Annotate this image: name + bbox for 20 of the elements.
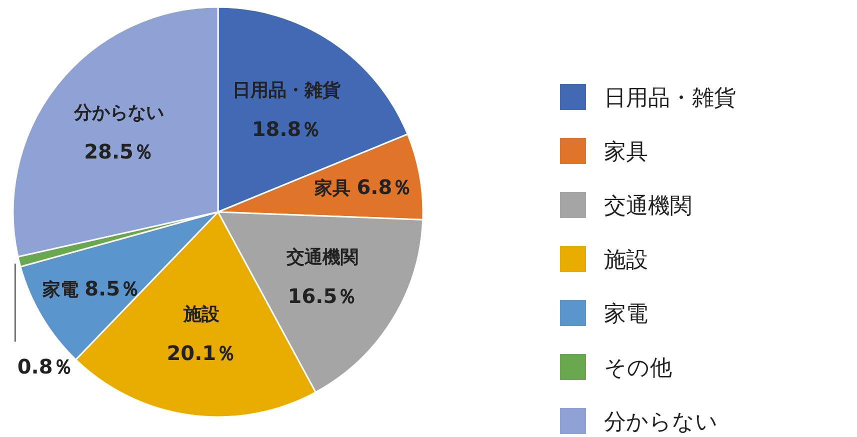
legend-label: 日用品・雑貨: [604, 86, 736, 111]
data-label: 28.5％: [84, 140, 154, 164]
data-label: 0.8％: [17, 354, 73, 379]
data-label: 18.8％: [252, 116, 322, 141]
slice-label: 交通機関: [285, 246, 358, 268]
slice-label: 施設: [182, 304, 220, 325]
legend-label: 家具: [604, 140, 648, 165]
data-label: 16.5％: [288, 284, 358, 308]
legend-label: 交通機関: [604, 194, 692, 219]
slice-label: 家具: [313, 178, 357, 200]
slice-label: 日用品・雑貨: [232, 80, 340, 101]
data-label: 20.1％: [166, 340, 236, 365]
legend-label: 施設: [604, 248, 648, 273]
data-label: 8.5％: [84, 276, 140, 301]
legend-label: 分からない: [604, 410, 718, 435]
legend-label: 家電: [604, 302, 648, 327]
slice-label: 分からない: [72, 102, 164, 124]
data-label: 6.8％: [356, 175, 412, 200]
legend-label: その他: [604, 356, 672, 381]
slice-label: 家電: [41, 280, 85, 301]
